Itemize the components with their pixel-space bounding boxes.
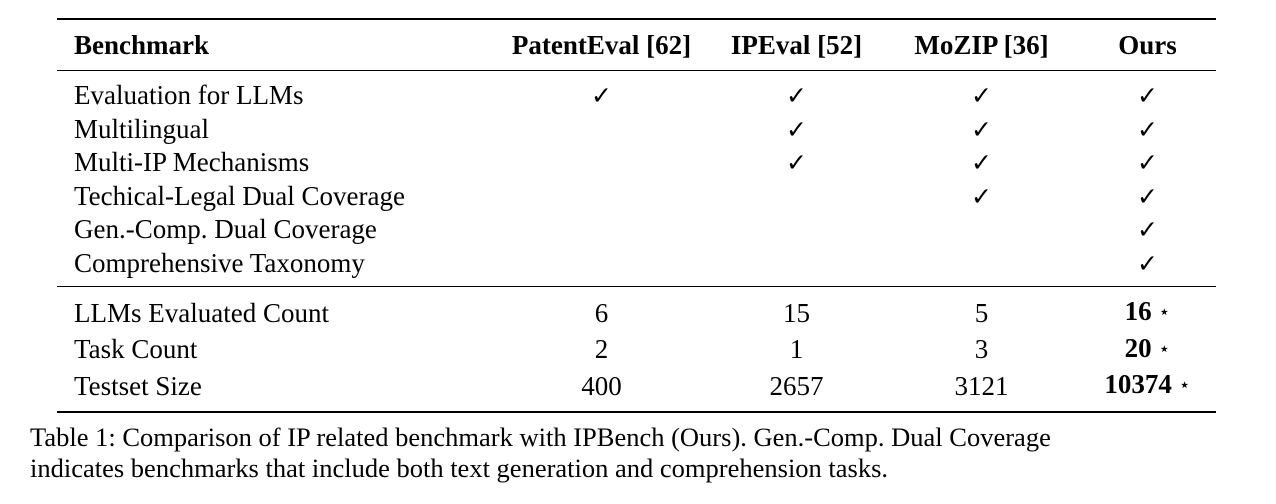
checkmark-glyph: ✓ — [971, 181, 992, 211]
count-cell: 2657 — [769, 370, 824, 401]
row-label: Task Count — [74, 334, 198, 364]
empty-cell — [494, 247, 709, 287]
count-cell: 15 — [783, 297, 810, 328]
table-caption: Table 1: Comparison of IP related benchm… — [30, 422, 1250, 484]
row-label: Testset Size — [74, 370, 202, 401]
checkmark-icon: ✓ — [709, 71, 884, 113]
empty-cell — [709, 213, 884, 247]
comparison-table-wrapper: Benchmark PatentEval [62] IPEval [52] Mo… — [57, 18, 1216, 413]
ours-count-cell: 20 ⋆ — [1079, 332, 1216, 369]
count-cell: 1 — [789, 334, 804, 364]
empty-cell — [494, 180, 709, 214]
row-label: Multi-IP Mechanisms — [74, 147, 310, 177]
empty-cell — [709, 247, 884, 287]
checkmark-icon: ✓ — [1079, 71, 1216, 113]
checkmark-glyph: ✓ — [591, 81, 612, 110]
checkmark-glyph: ✓ — [1137, 148, 1158, 177]
table-row: Evaluation for LLMs ✓ ✓ ✓ ✓ — [57, 70, 1216, 113]
row-label: Multilingual — [74, 113, 209, 144]
empty-cell — [494, 146, 709, 180]
checkmark-icon: ✓ — [884, 180, 1079, 214]
count-cell: 2 — [594, 334, 609, 364]
count-cell: 3 — [974, 334, 989, 364]
header-mozip: MoZIP [36] — [914, 30, 1049, 61]
table-row: Comprehensive Taxonomy ✓ — [57, 247, 1216, 287]
checkmark-icon: ✓ — [884, 113, 1079, 147]
comparison-table: Benchmark PatentEval [62] IPEval [52] Mo… — [57, 18, 1216, 413]
checkmark-glyph: ✓ — [1137, 248, 1158, 278]
count-cell: 400 — [581, 370, 622, 401]
checkmark-icon: ✓ — [1079, 213, 1216, 247]
checkmark-icon: ✓ — [1079, 247, 1216, 287]
table-row: LLMs Evaluated Count 6 15 5 16 ⋆ — [57, 286, 1216, 332]
empty-cell — [884, 247, 1079, 287]
checkmark-glyph: ✓ — [1137, 81, 1158, 110]
header-ipeval: IPEval [52] — [730, 30, 863, 61]
row-label: Gen.-Comp. Dual Coverage — [74, 214, 377, 244]
ours-count-value: 16 — [1124, 296, 1152, 326]
header-ours: Ours — [1118, 30, 1177, 61]
row-label: Evaluation for LLMs — [74, 80, 304, 110]
ours-count-value: 10374 — [1104, 369, 1172, 399]
star-icon: ⋆ — [1158, 301, 1171, 323]
checkmark-glyph: ✓ — [786, 148, 807, 177]
checkmark-icon: ✓ — [884, 146, 1079, 180]
table-row: Techical-Legal Dual Coverage ✓ ✓ — [57, 180, 1216, 214]
table-row: Multi-IP Mechanisms ✓ ✓ ✓ — [57, 146, 1216, 180]
empty-cell — [884, 213, 1079, 247]
count-cell: 3121 — [954, 370, 1009, 401]
count-cell: 5 — [974, 297, 989, 328]
checkmark-icon: ✓ — [709, 113, 884, 147]
header-benchmark: Benchmark — [74, 30, 209, 61]
table-header-row: Benchmark PatentEval [62] IPEval [52] Mo… — [57, 19, 1216, 71]
table-row: Task Count 2 1 3 20 ⋆ — [57, 332, 1216, 369]
row-label: Techical-Legal Dual Coverage — [74, 180, 405, 211]
row-label: Comprehensive Taxonomy — [74, 247, 365, 278]
checkmark-glyph: ✓ — [971, 114, 992, 144]
checkmark-glyph: ✓ — [971, 148, 992, 177]
feature-rows: Evaluation for LLMs ✓ ✓ ✓ ✓ Multilingual ✓ ✓ ✓ Mu… — [57, 70, 1216, 287]
caption-line-1: Table 1: Comparison of IP related benchm… — [30, 422, 1051, 452]
checkmark-glyph: ✓ — [786, 114, 807, 144]
row-label: LLMs Evaluated Count — [74, 297, 329, 328]
checkmark-icon: ✓ — [1079, 113, 1216, 147]
table-row: Gen.-Comp. Dual Coverage ✓ — [57, 213, 1216, 247]
checkmark-glyph: ✓ — [1137, 114, 1158, 144]
checkmark-icon: ✓ — [709, 146, 884, 180]
ours-count-cell: 10374 ⋆ — [1079, 368, 1216, 412]
count-cell: 6 — [594, 297, 609, 328]
checkmark-glyph: ✓ — [786, 81, 807, 110]
star-icon: ⋆ — [1178, 374, 1191, 396]
checkmark-glyph: ✓ — [971, 81, 992, 110]
checkmark-icon: ✓ — [884, 71, 1079, 113]
table-row: Multilingual ✓ ✓ ✓ — [57, 113, 1216, 147]
checkmark-glyph: ✓ — [1137, 181, 1158, 211]
ours-count-value: 20 — [1124, 332, 1152, 363]
checkmark-icon: ✓ — [1079, 180, 1216, 214]
empty-cell — [494, 113, 709, 147]
star-icon: ⋆ — [1158, 337, 1171, 360]
table-row: Testset Size 400 2657 3121 10374 ⋆ — [57, 368, 1216, 412]
empty-cell — [494, 213, 709, 247]
ours-count-cell: 16 ⋆ — [1079, 287, 1216, 332]
empty-cell — [709, 180, 884, 214]
header-patenteval: PatentEval [62] — [511, 30, 692, 61]
checkmark-glyph: ✓ — [1137, 215, 1158, 244]
caption-line-2: indicates benchmarks that include both t… — [30, 453, 889, 483]
checkmark-icon: ✓ — [1079, 146, 1216, 180]
count-rows: LLMs Evaluated Count 6 15 5 16 ⋆ Task Count 2 1… — [57, 286, 1216, 412]
checkmark-icon: ✓ — [494, 71, 709, 113]
